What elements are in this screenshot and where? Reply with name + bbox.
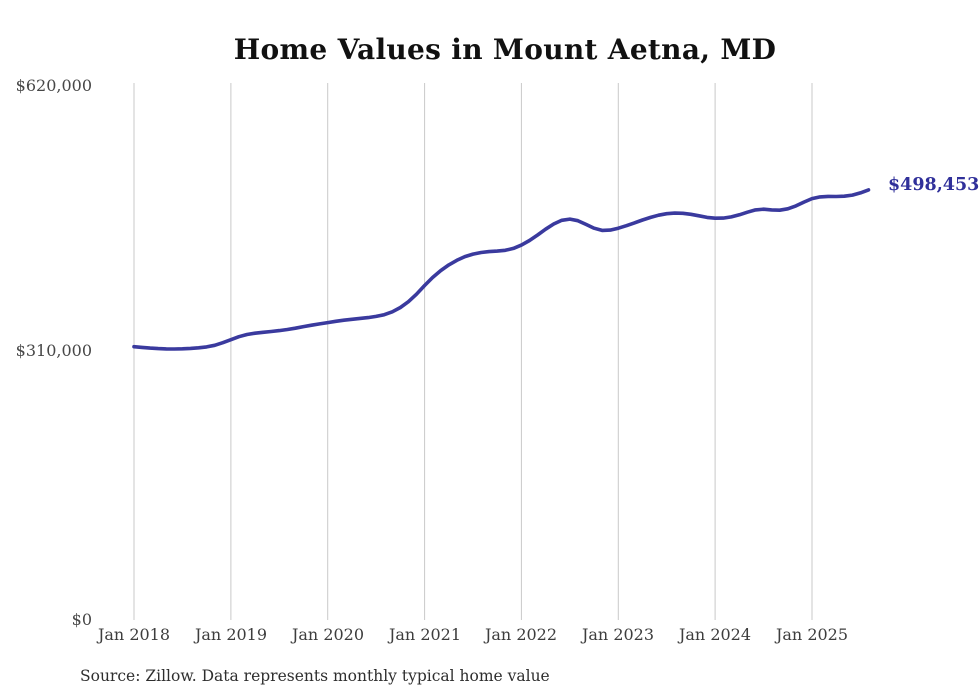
chart-title: Home Values in Mount Aetna, MD (233, 33, 777, 66)
source-note: Source: Zillow. Data represents monthly … (80, 667, 550, 685)
x-axis-tick-jan-2024: Jan 2024 (678, 625, 752, 644)
x-axis-tick-jan-2018: Jan 2018 (97, 625, 171, 644)
x-axis-tick-jan-2025: Jan 2025 (775, 625, 849, 644)
x-axis-tick-jan-2023: Jan 2023 (581, 625, 655, 644)
x-axis-tick-jan-2021: Jan 2021 (388, 625, 462, 644)
y-axis-tick-310000: $310,000 (15, 341, 92, 360)
x-axis-tick-jan-2020: Jan 2020 (291, 625, 365, 644)
latest-value-label: $498,453 (888, 175, 980, 195)
x-axis-tick-jan-2019: Jan 2019 (194, 625, 268, 644)
y-axis-tick-0: $0 (71, 610, 92, 629)
y-axis-tick-620000: $620,000 (15, 76, 92, 95)
x-axis-tick-jan-2022: Jan 2022 (484, 625, 558, 644)
